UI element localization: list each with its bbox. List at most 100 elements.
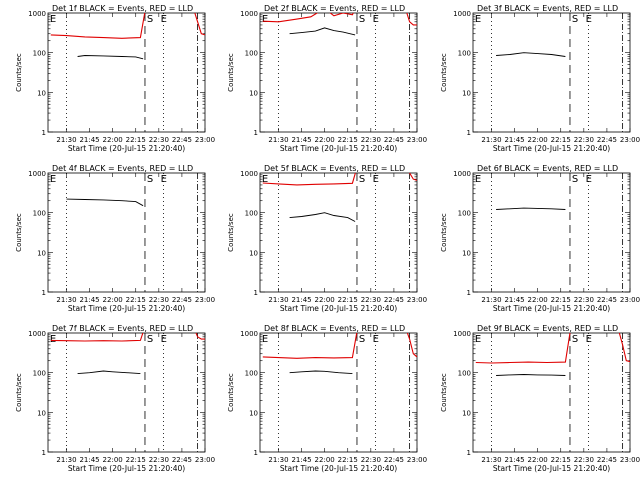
x-tick-label: 22:30: [149, 456, 169, 464]
y-tick-label: 100: [245, 210, 258, 218]
x-tick-label: 22:00: [315, 296, 335, 304]
x-tick-label: 22:45: [384, 296, 404, 304]
plot-frame: [259, 332, 418, 453]
x-axis-label: Start Time (20-Jul-15 21:20:40): [493, 464, 610, 473]
x-axis-label: Start Time (20-Jul-15 21:20:40): [280, 304, 397, 313]
y-tick-label: 1: [42, 289, 46, 297]
events-series-line: [289, 212, 356, 222]
y-tick-label: 100: [33, 210, 46, 218]
x-tick-label: 23:00: [195, 456, 215, 464]
y-tick-label: 1000: [453, 330, 471, 338]
x-tick-label: 21:30: [268, 296, 288, 304]
time-marker-label: E: [475, 174, 481, 185]
x-tick-label: 22:15: [126, 296, 146, 304]
y-axis-label: Counts/sec: [15, 373, 23, 412]
x-tick-label: 23:00: [407, 456, 427, 464]
plot-frame: [259, 172, 418, 293]
time-marker-label: S: [147, 334, 153, 345]
y-tick-label: 10: [249, 89, 258, 97]
x-axis-label: Start Time (20-Jul-15 21:20:40): [68, 304, 185, 313]
panel-title: Det 1f BLACK = Events, RED = LLD: [52, 4, 193, 13]
y-axis-label: Counts/sec: [440, 373, 448, 412]
plot-frame: [259, 12, 418, 133]
y-axis-label: Counts/sec: [227, 373, 235, 412]
x-tick-label: 22:45: [172, 296, 192, 304]
x-tick-label: 21:30: [56, 136, 76, 144]
x-tick-label: 21:45: [291, 456, 311, 464]
panel-3: Det 3f BLACK = Events, RED = LLD 1 10 100 10…: [440, 4, 640, 153]
plot-frame: [472, 332, 631, 453]
x-tick-label: 23:00: [195, 136, 215, 144]
lld-series-line: [262, 13, 417, 26]
x-tick-label: 22:45: [172, 456, 192, 464]
y-tick-label: 1000: [28, 170, 46, 178]
y-tick-label: 1: [42, 129, 46, 137]
panel-8: Det 8f BLACK = Events, RED = LLD 1 10 100 10…: [227, 324, 427, 473]
time-marker-label: S: [572, 174, 578, 185]
x-tick-label: 22:15: [551, 136, 571, 144]
y-tick-label: 1000: [240, 10, 258, 18]
panel-9: Det 9f BLACK = Events, RED = LLD 1 10 100 10…: [440, 324, 640, 473]
time-marker-label: E: [262, 174, 268, 185]
y-tick-label: 100: [245, 50, 258, 58]
time-marker-label: S: [359, 174, 365, 185]
panel-title: Det 6f BLACK = Events, RED = LLD: [477, 164, 618, 173]
x-tick-label: 21:30: [268, 136, 288, 144]
y-tick-label: 1: [467, 449, 471, 457]
x-tick-label: 21:30: [481, 456, 501, 464]
y-axis-label: Counts/sec: [440, 53, 448, 92]
x-tick-label: 23:00: [407, 136, 427, 144]
y-tick-label: 1: [254, 449, 258, 457]
y-tick-label: 1: [254, 289, 258, 297]
x-tick-label: 22:15: [126, 136, 146, 144]
y-tick-label: 10: [249, 249, 258, 257]
x-tick-label: 23:00: [620, 456, 640, 464]
x-tick-label: 22:00: [528, 136, 548, 144]
x-tick-label: 22:00: [103, 456, 123, 464]
y-axis-label: Counts/sec: [15, 53, 23, 92]
x-tick-label: 21:30: [56, 456, 76, 464]
y-tick-label: 10: [249, 409, 258, 417]
x-tick-label: 21:30: [268, 456, 288, 464]
x-tick-label: 22:30: [574, 296, 594, 304]
y-axis-label: Counts/sec: [440, 213, 448, 252]
time-marker-label: S: [572, 14, 578, 25]
x-tick-label: 23:00: [620, 136, 640, 144]
events-series-line: [66, 198, 144, 207]
panel-4: Det 4f BLACK = Events, RED = LLD 1 10 100 10…: [15, 164, 215, 313]
y-axis-label: Counts/sec: [227, 213, 235, 252]
time-marker-label: S: [147, 14, 153, 25]
y-tick-label: 1: [42, 449, 46, 457]
y-tick-label: 100: [245, 370, 258, 378]
x-tick-label: 22:45: [597, 136, 617, 144]
time-marker-label: E: [475, 14, 481, 25]
x-tick-label: 21:30: [56, 296, 76, 304]
time-marker-label: E: [262, 14, 268, 25]
y-tick-label: 10: [462, 409, 471, 417]
y-tick-label: 1000: [28, 330, 46, 338]
x-tick-label: 22:30: [574, 136, 594, 144]
x-tick-label: 22:30: [574, 456, 594, 464]
x-tick-label: 22:15: [126, 456, 146, 464]
x-tick-label: 22:15: [338, 296, 358, 304]
events-series-line: [77, 370, 141, 375]
y-axis-label: Counts/sec: [227, 53, 235, 92]
time-marker-label: E: [586, 14, 592, 25]
lld-series-line: [50, 13, 205, 39]
y-tick-label: 1000: [240, 170, 258, 178]
y-tick-label: 1000: [240, 330, 258, 338]
time-marker-label: S: [572, 334, 578, 345]
time-marker-label: E: [373, 14, 379, 25]
time-marker-label: S: [147, 174, 153, 185]
x-tick-label: 22:00: [528, 296, 548, 304]
x-tick-label: 23:00: [620, 296, 640, 304]
y-tick-label: 10: [37, 249, 46, 257]
x-tick-label: 22:00: [528, 456, 548, 464]
y-tick-label: 100: [458, 370, 471, 378]
plot-frame: [472, 172, 631, 293]
x-axis-label: Start Time (20-Jul-15 21:20:40): [493, 144, 610, 153]
time-marker-label: E: [475, 334, 481, 345]
plot-frame: [47, 12, 206, 133]
panel-title: Det 5f BLACK = Events, RED = LLD: [264, 164, 405, 173]
